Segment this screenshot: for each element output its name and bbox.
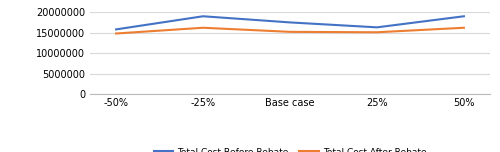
- Total Cost Before Rebate: [113, 28, 119, 30]
- Legend: Total Cost Before Rebate, Total Cost After Rebate: Total Cost Before Rebate, Total Cost Aft…: [150, 144, 430, 152]
- Total Cost After Rebate: [113, 33, 119, 34]
- Total Cost After Rebate: [287, 31, 293, 33]
- Total Cost Before Rebate: [200, 15, 206, 17]
- Total Cost Before Rebate: [374, 26, 380, 28]
- Total Cost After Rebate: [374, 31, 380, 33]
- Line: Total Cost After Rebate: Total Cost After Rebate: [116, 28, 464, 33]
- Total Cost After Rebate: [461, 27, 467, 29]
- Total Cost Before Rebate: [287, 21, 293, 23]
- Line: Total Cost Before Rebate: Total Cost Before Rebate: [116, 16, 464, 29]
- Total Cost Before Rebate: [461, 15, 467, 17]
- Total Cost After Rebate: [200, 27, 206, 29]
